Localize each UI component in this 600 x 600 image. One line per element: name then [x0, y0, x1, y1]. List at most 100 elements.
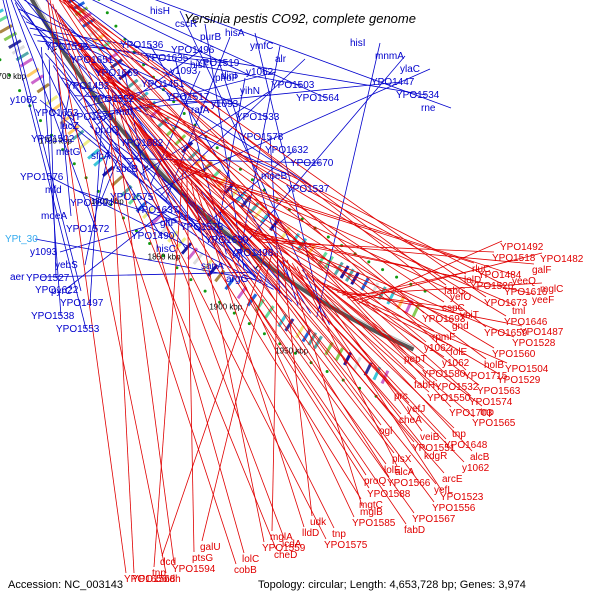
leader-reverse	[301, 269, 473, 452]
gene-label-reverse: fabD	[404, 525, 425, 536]
gene-label-reverse: YPO1484	[478, 270, 522, 281]
tick-dot-inner	[182, 112, 186, 115]
reverse-gene-arrow	[111, 86, 120, 97]
gene-label-reverse: mglA	[270, 532, 293, 543]
leader-reverse	[201, 249, 274, 542]
feature-bar-inner	[360, 277, 370, 291]
gene-label-reverse: YPO1565	[472, 418, 516, 429]
tick-dot-outer	[109, 203, 113, 207]
tick-dot-outer	[325, 370, 329, 373]
gene-label-reverse: YPO1529	[497, 375, 541, 386]
feature-bar-outer	[45, 94, 59, 106]
gene-label-forward: YPO1653	[35, 108, 79, 119]
leader-reverse	[58, 14, 327, 540]
gene-label-reverse: YPO1574	[469, 397, 513, 408]
leader-forward	[39, 271, 250, 278]
forward-gene-arrow	[339, 330, 351, 337]
tick-dot-outer	[61, 148, 65, 152]
leader-reverse	[115, 97, 245, 554]
tick-dot-inner	[250, 178, 254, 182]
leader-reverse	[235, 220, 445, 358]
gene-label-forward: hisA	[225, 28, 245, 39]
gene-label-reverse: proQ	[364, 476, 386, 487]
gene-label-reverse: kdgR	[424, 451, 447, 462]
forward-gene-arrow	[369, 342, 383, 349]
gene-label-reverse: YPO1526	[470, 281, 514, 292]
gene-label-forward: YPO1452	[66, 81, 110, 92]
gene-label-forward: YPO1564	[296, 93, 340, 104]
gene-label-forward: maf	[116, 107, 133, 118]
gene-label-forward: y1062	[246, 67, 274, 78]
tick-dot-inner	[326, 235, 330, 239]
gene-label-forward: YPO1498	[230, 248, 274, 259]
feature-bar-outer	[8, 39, 22, 49]
leader-forward	[45, 0, 147, 113]
gene-label-forward: y1093	[170, 66, 198, 77]
feature-bar-inner	[248, 202, 260, 215]
gene-label-forward: mnmA	[375, 51, 404, 62]
feature-bar-outer	[214, 269, 226, 283]
feature-bar-outer	[277, 313, 288, 328]
leader-reverse	[66, 0, 427, 451]
gene-label-reverse: YPO1580	[422, 369, 466, 380]
feature-bar-outer	[128, 192, 141, 205]
gene-label-forward: YPt_30	[5, 234, 38, 245]
gene-label-reverse: tnp	[152, 568, 166, 579]
gene-label-reverse: YPO1656	[124, 574, 168, 585]
leader-reverse	[186, 176, 195, 553]
tick-dot-inner	[105, 11, 109, 15]
leader-forward	[74, 189, 193, 227]
reverse-gene-arrow	[93, 63, 102, 75]
tick-dot-outer	[247, 322, 251, 326]
leader-reverse	[67, 29, 437, 485]
genome-summary-text: Topology: circular; Length: 4,653,728 bp…	[258, 579, 526, 591]
feature-bar-outer	[11, 44, 26, 55]
leader-reverse	[80, 49, 472, 397]
gene-label-forward: y1062	[10, 95, 38, 106]
gene-label-reverse: YPO1556	[432, 503, 476, 514]
gene-label-reverse: lolD	[464, 275, 481, 286]
leader-reverse	[74, 39, 447, 440]
gene-label-reverse: cheA	[399, 415, 422, 426]
gene-label-forward: pyrC	[51, 286, 72, 297]
gene-label-reverse: y1062	[424, 343, 452, 354]
gene-label-reverse: cobB	[234, 565, 257, 576]
gene-label-reverse: mglB	[360, 507, 383, 518]
leader-reverse	[61, 19, 407, 525]
feature-bar-inner	[188, 148, 201, 161]
feature-bar-inner	[87, 26, 102, 38]
feature-bar-outer	[372, 366, 382, 381]
leader-reverse	[190, 180, 265, 543]
leader-reverse	[69, 0, 487, 328]
leader-forward	[14, 2, 87, 153]
leader-reverse	[58, 0, 367, 476]
leader-reverse	[337, 291, 463, 310]
feature-bar-outer	[26, 67, 40, 78]
leader-reverse	[216, 204, 415, 443]
leader-forward	[65, 83, 122, 157]
leader-forward	[231, 55, 406, 260]
gene-label-reverse: YPO1646	[504, 317, 548, 328]
gene-label-reverse: fabH	[414, 380, 435, 391]
leader-forward	[10, 0, 97, 230]
gene-label-reverse: YPO1659	[484, 328, 528, 339]
gene-label-forward: YPO1490	[131, 231, 175, 242]
tick-dot-outer	[203, 289, 207, 293]
gene-label-reverse: mgtC	[359, 500, 383, 511]
gene-label-forward: YPO1637	[135, 205, 179, 216]
gene-label-forward: YPO1536	[120, 40, 164, 51]
feature-bar-outer	[102, 165, 115, 177]
gene-label-reverse: y1062	[442, 358, 470, 369]
leader-forward	[59, 215, 182, 253]
tick-label: 1900 kbp	[209, 302, 242, 311]
gene-label-reverse: tnp	[452, 429, 466, 440]
leader-forward	[40, 46, 62, 317]
leader-forward	[92, 0, 252, 77]
leader-reverse	[137, 124, 395, 454]
gene-label-reverse: prc	[394, 391, 408, 402]
gene-label-reverse: YPO1693	[422, 314, 466, 325]
feature-bar-outer	[236, 286, 248, 300]
leader-reverse	[83, 53, 417, 380]
feature-bar-inner	[350, 271, 360, 286]
